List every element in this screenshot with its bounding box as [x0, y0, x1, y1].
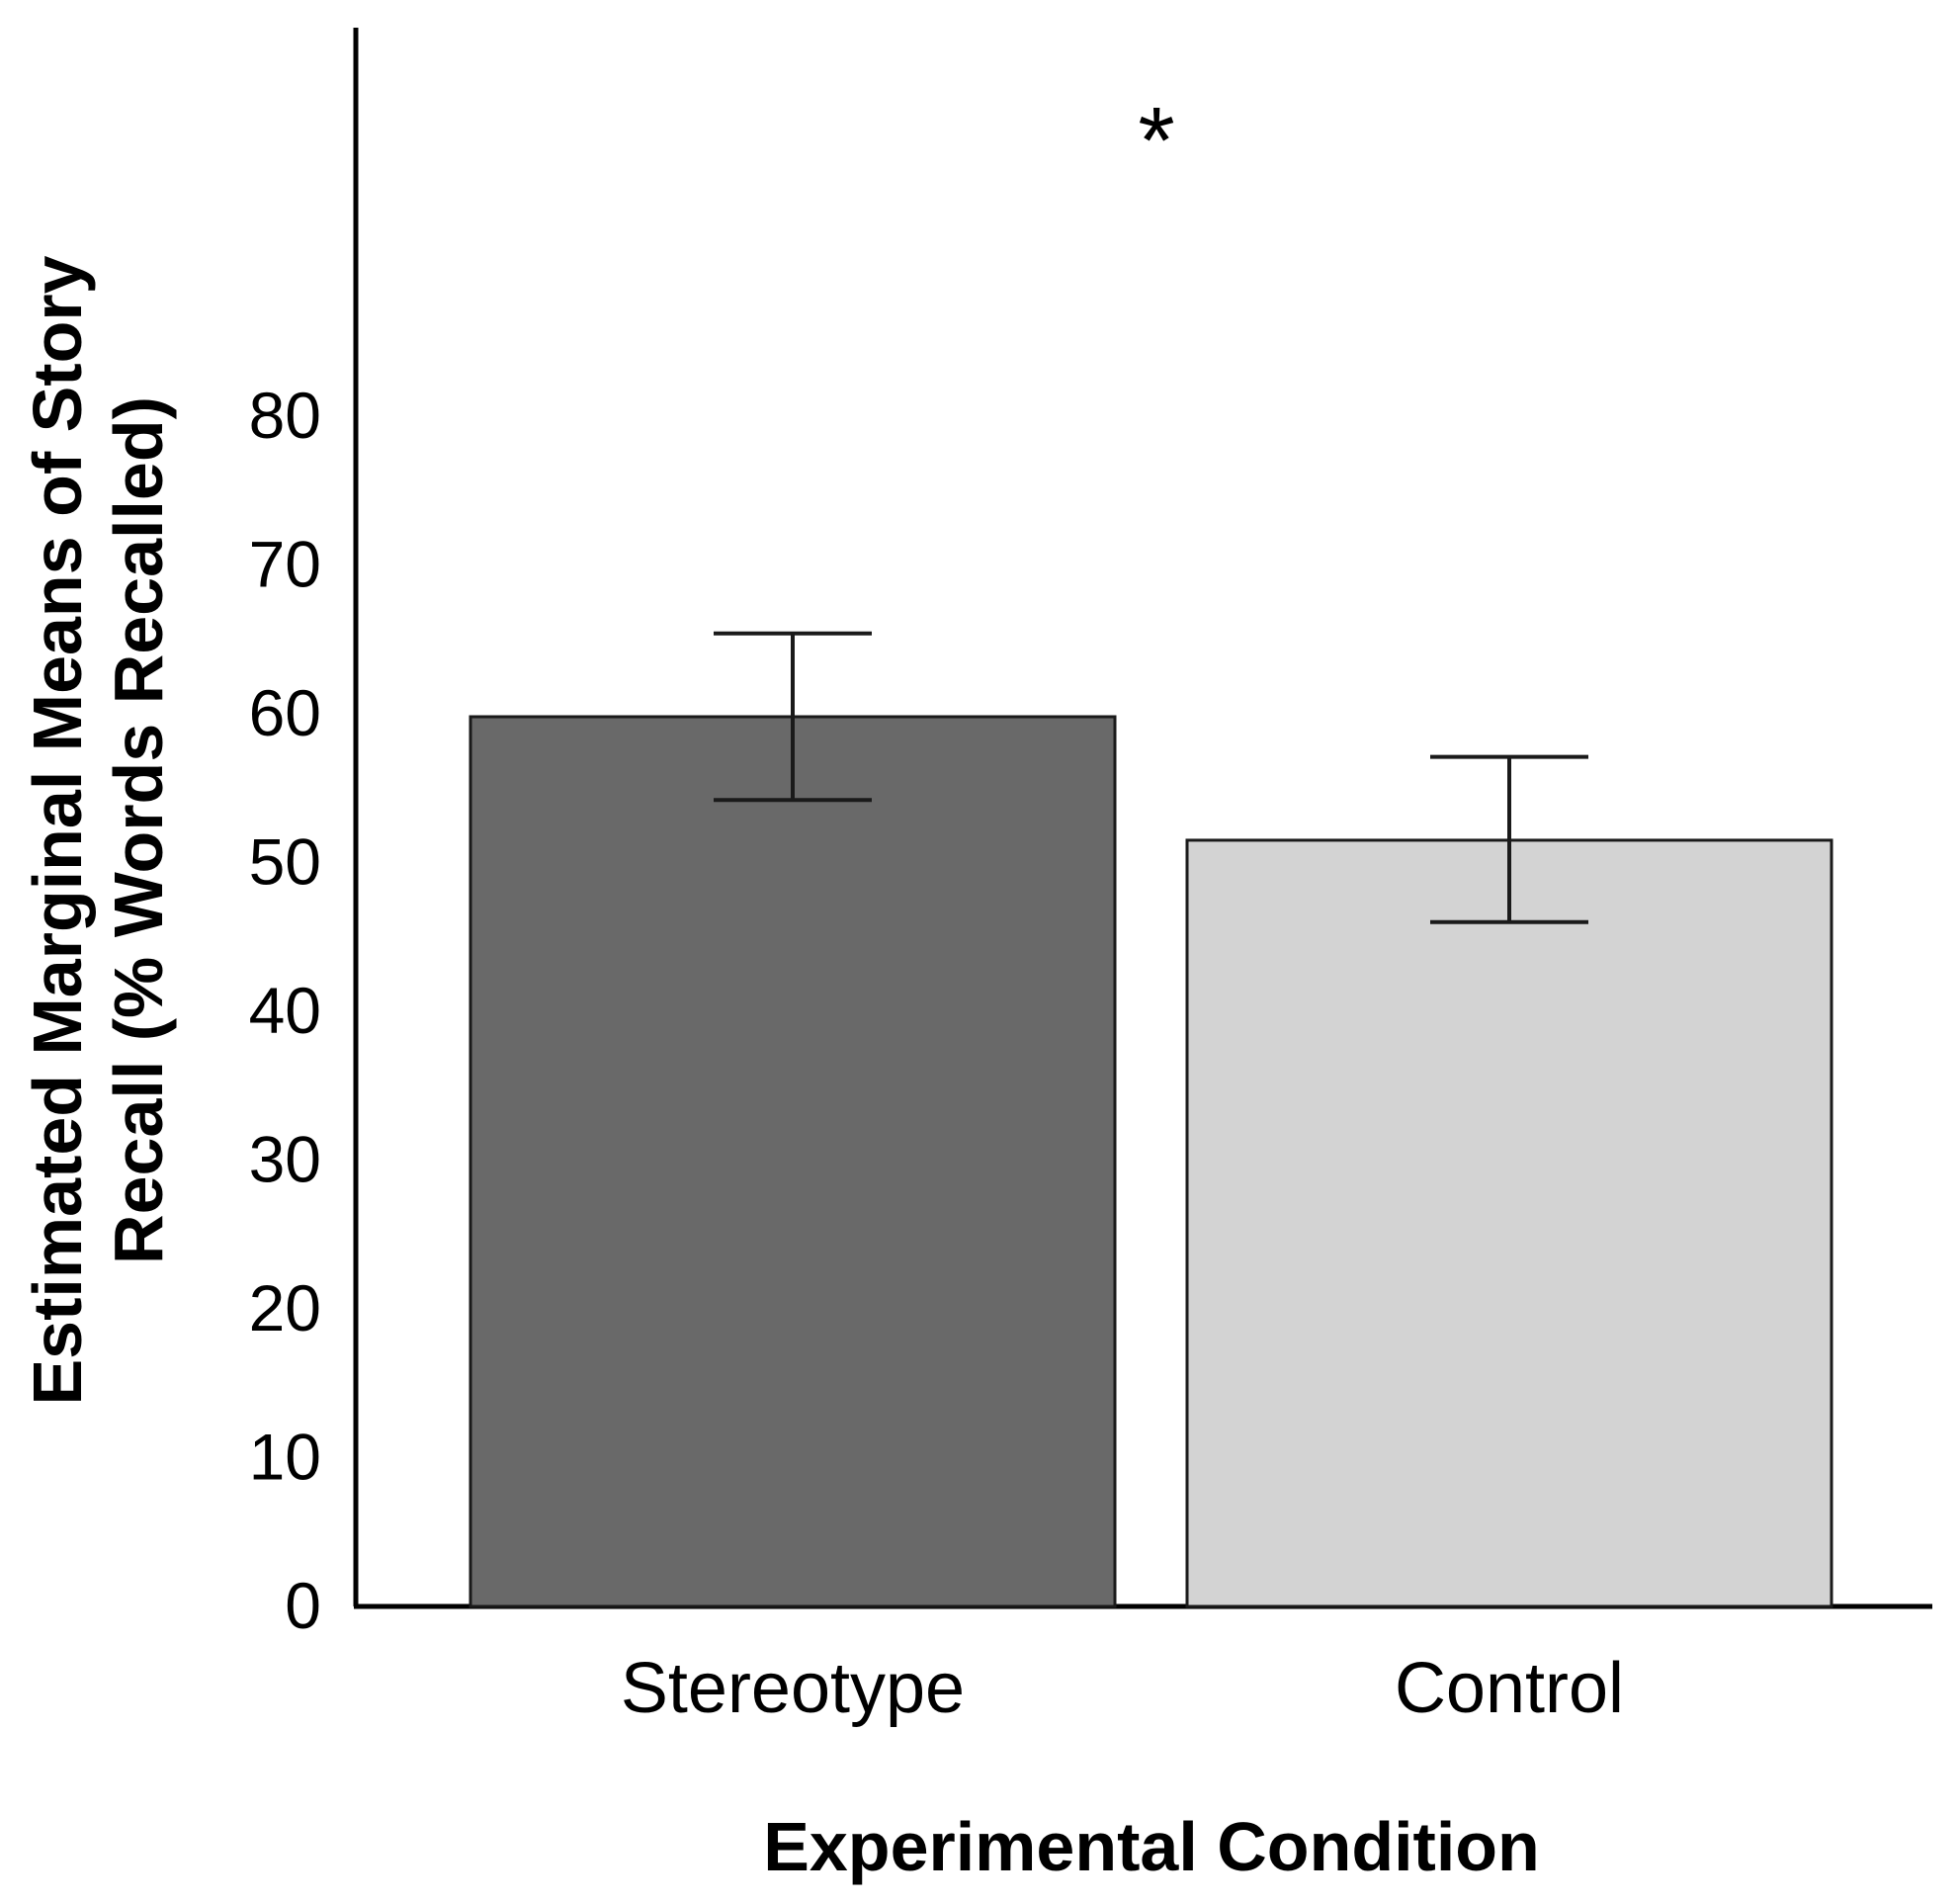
y-tick-label-70: 70 [249, 528, 321, 601]
y-tick-label-50: 50 [249, 825, 321, 899]
bars [469, 715, 1833, 1608]
y-tick-labels: 0 10 20 30 40 50 60 70 80 [249, 379, 321, 1642]
error-bar-stereotype [714, 631, 872, 803]
bar-stereotype [469, 715, 1117, 1608]
y-tick-label-0: 0 [285, 1569, 321, 1642]
significance-asterisk: * [1138, 88, 1174, 194]
y-tick-label-40: 40 [249, 974, 321, 1047]
y-tick-label-20: 20 [249, 1271, 321, 1344]
x-category-label-control: Control [1395, 1649, 1624, 1728]
y-axis-title: Estimated Marginal Means of Story Recall… [19, 255, 177, 1405]
y-axis-title-line-1: Estimated Marginal Means of Story [19, 255, 96, 1405]
x-category-labels: Stereotype Control [621, 1649, 1624, 1728]
x-category-label-stereotype: Stereotype [621, 1649, 965, 1728]
y-tick-label-80: 80 [249, 379, 321, 452]
error-bar-control [1430, 754, 1588, 924]
y-tick-label-10: 10 [249, 1421, 321, 1494]
error-bars [714, 631, 1588, 924]
y-axis-title-line-2: Recall (% Words Recalled) [100, 396, 177, 1264]
bar-control [1185, 838, 1833, 1608]
y-tick-label-30: 30 [249, 1123, 321, 1196]
x-axis-title: Experimental Condition [763, 1808, 1540, 1885]
y-tick-label-60: 60 [249, 676, 321, 749]
